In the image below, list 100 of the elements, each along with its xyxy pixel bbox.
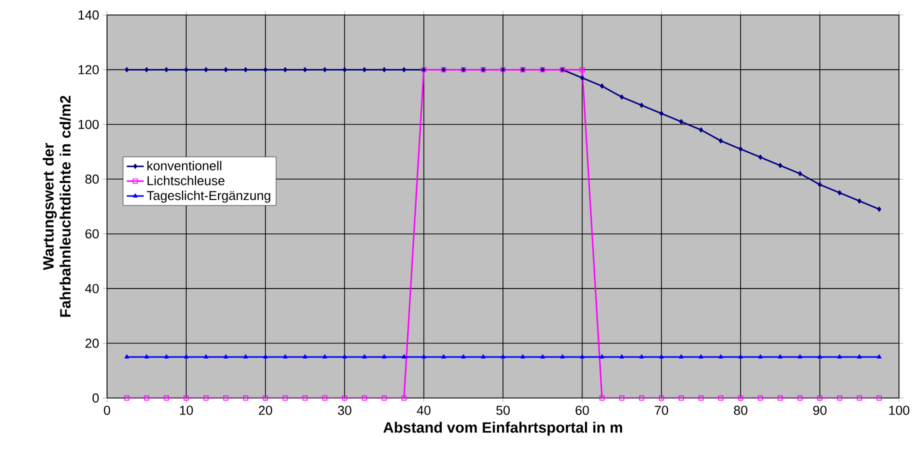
point xyxy=(837,395,842,401)
point xyxy=(283,67,288,72)
point xyxy=(679,119,684,124)
point xyxy=(362,395,367,401)
point xyxy=(203,395,209,401)
point xyxy=(262,395,268,401)
point xyxy=(797,395,803,401)
point xyxy=(224,354,228,358)
point xyxy=(659,110,664,116)
point xyxy=(778,162,782,168)
x-tick-label: 100 xyxy=(889,406,910,415)
point xyxy=(500,354,506,358)
x-axis-title: Abstand vom Einfahrtsportal in m xyxy=(383,422,622,436)
point xyxy=(580,67,585,72)
point xyxy=(639,354,644,358)
point xyxy=(164,67,168,72)
point xyxy=(738,146,743,152)
point xyxy=(718,395,724,401)
point xyxy=(580,75,584,80)
point xyxy=(876,354,882,358)
point xyxy=(461,354,466,358)
y-tick-label: 0 xyxy=(92,393,99,403)
legend-label: Tageslicht-Ergänzung xyxy=(146,190,270,203)
point xyxy=(698,395,704,401)
point xyxy=(718,354,724,358)
point xyxy=(224,67,228,72)
point xyxy=(698,354,704,358)
x-tick-label: 20 xyxy=(258,406,272,415)
point xyxy=(402,354,406,358)
point xyxy=(738,395,744,401)
point xyxy=(263,354,268,358)
point xyxy=(678,354,684,358)
point xyxy=(678,395,684,401)
point xyxy=(560,354,565,358)
y-tick-label: 100 xyxy=(78,120,99,129)
point xyxy=(401,395,407,401)
point xyxy=(342,354,347,358)
y-tick-label: 60 xyxy=(85,229,99,238)
point xyxy=(857,354,862,358)
x-tick-label: 60 xyxy=(576,406,589,415)
point xyxy=(600,84,604,89)
point xyxy=(322,395,328,401)
point xyxy=(620,94,624,100)
x-tick-label: 70 xyxy=(654,406,668,415)
point xyxy=(758,354,763,358)
point xyxy=(778,354,783,358)
point xyxy=(322,354,328,358)
point xyxy=(382,395,387,401)
point xyxy=(124,395,130,401)
point xyxy=(818,354,822,358)
point xyxy=(600,354,604,358)
point xyxy=(658,395,664,401)
point xyxy=(244,67,248,72)
point xyxy=(302,395,308,401)
point xyxy=(620,354,624,358)
x-tick-label: 90 xyxy=(813,406,827,415)
point xyxy=(342,395,348,401)
y-tick-label: 20 xyxy=(85,338,99,348)
legend-label: konventionell xyxy=(147,160,222,170)
point xyxy=(342,67,347,72)
point xyxy=(818,182,822,188)
point xyxy=(441,354,446,358)
point xyxy=(302,354,308,358)
x-tick-label: 30 xyxy=(338,406,352,415)
point xyxy=(758,395,763,401)
point xyxy=(856,395,862,401)
legend-label: Lichtschleuse xyxy=(148,176,224,186)
point xyxy=(798,354,802,358)
x-tick-label: 80 xyxy=(734,406,748,415)
point xyxy=(263,67,268,72)
point xyxy=(877,206,882,212)
point xyxy=(758,154,762,160)
point xyxy=(876,395,882,401)
point xyxy=(223,395,228,401)
x-tick-label: 0 xyxy=(104,406,110,415)
point xyxy=(639,395,644,401)
point xyxy=(640,102,644,108)
point xyxy=(480,354,486,358)
x-tick-label: 50 xyxy=(496,406,510,415)
point xyxy=(184,67,188,72)
point xyxy=(382,354,387,358)
point xyxy=(124,354,130,358)
x-tick-label: 40 xyxy=(416,406,431,415)
point xyxy=(362,67,366,72)
point xyxy=(422,354,426,358)
point xyxy=(659,354,664,358)
y-tick-label: 40 xyxy=(85,284,99,294)
point xyxy=(520,354,526,358)
point xyxy=(144,67,149,72)
point xyxy=(164,395,169,401)
y-axis-title: Wartungswert der Fahrbahnleuchtdichte in cd/m2 xyxy=(42,96,71,317)
y-tick-label: 80 xyxy=(85,174,99,184)
point xyxy=(619,395,624,401)
point xyxy=(599,395,605,401)
point xyxy=(540,354,545,358)
point xyxy=(243,395,248,401)
point xyxy=(282,395,288,401)
point xyxy=(204,354,208,358)
point xyxy=(184,395,189,401)
point xyxy=(580,354,585,358)
